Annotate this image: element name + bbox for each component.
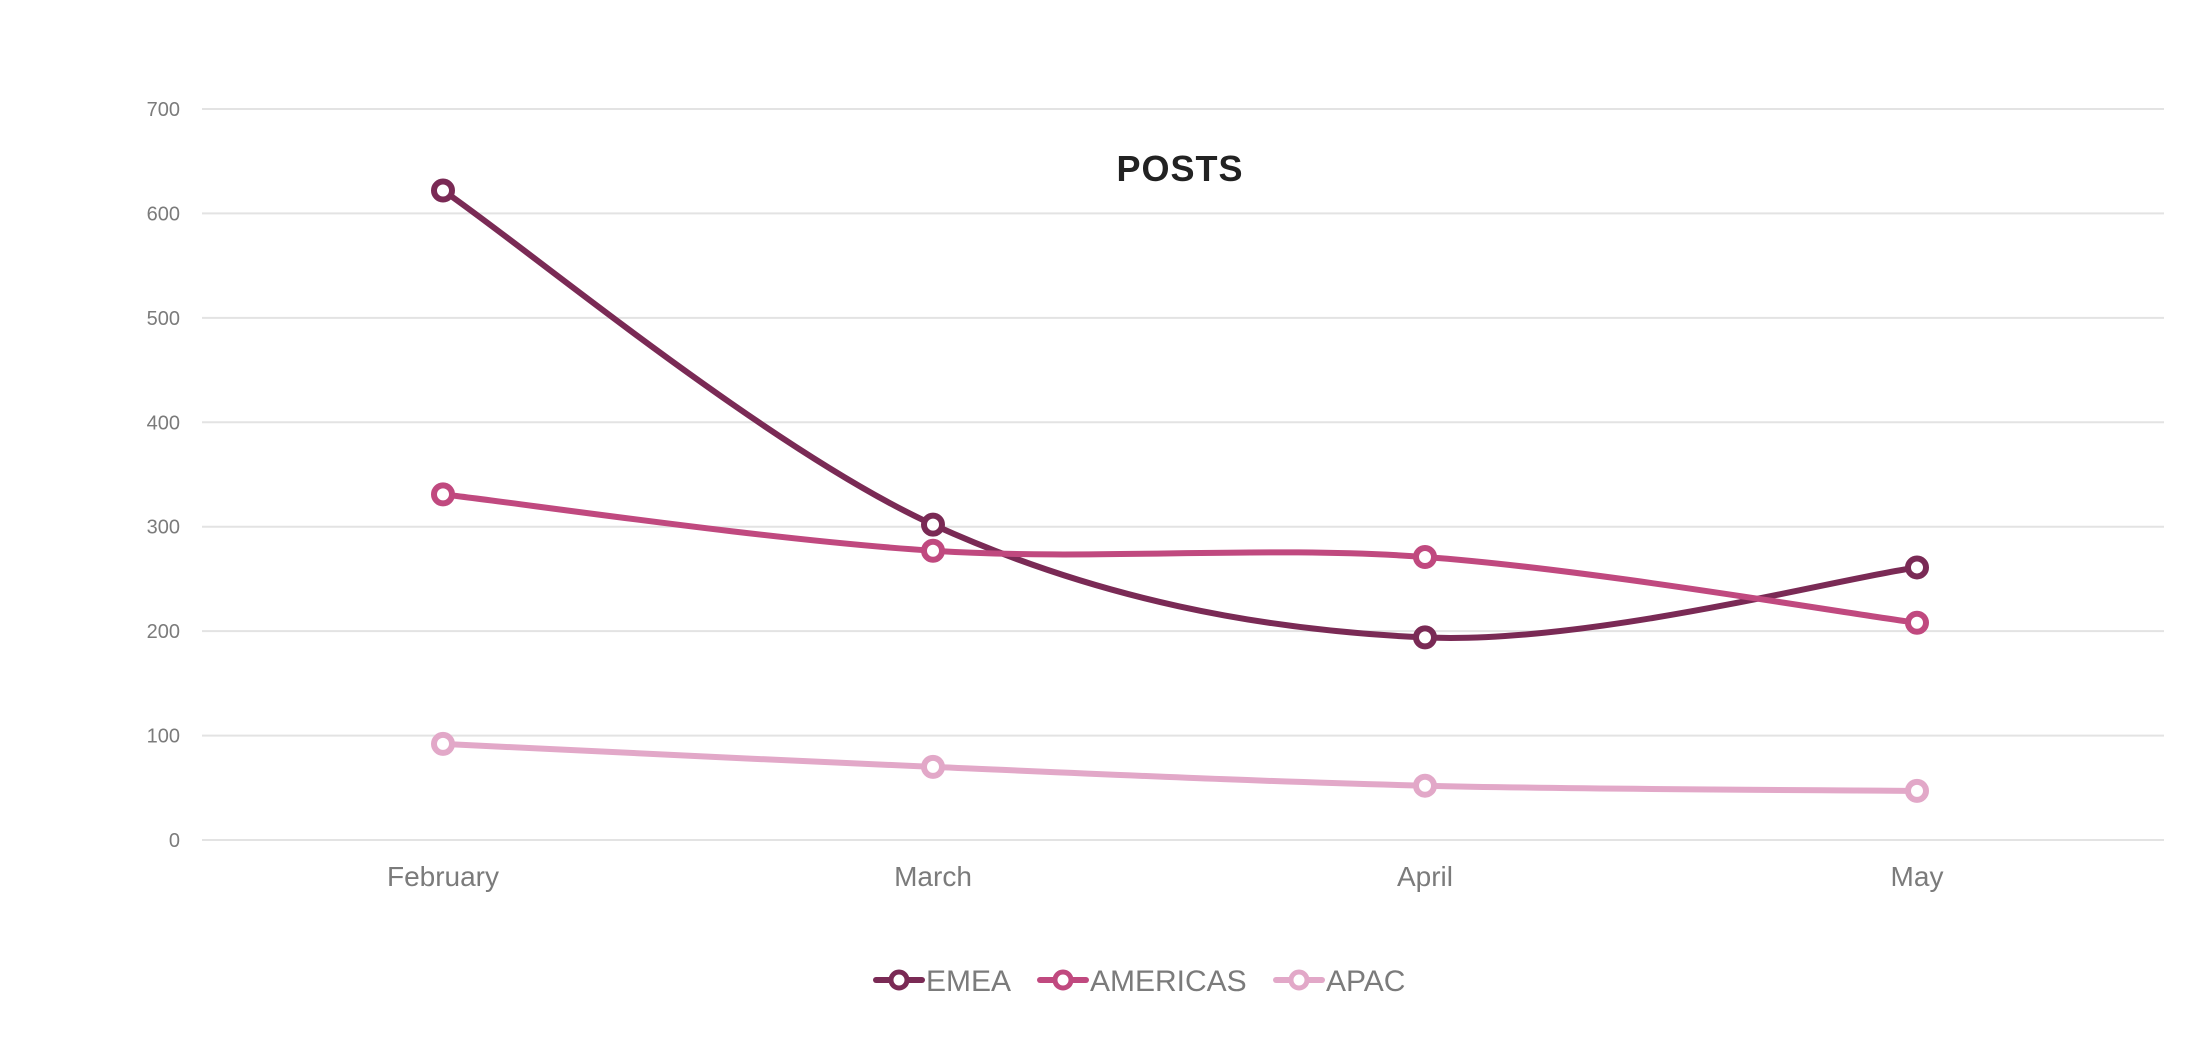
data-point-emea-may[interactable] xyxy=(1905,555,1929,580)
data-point-apac-march[interactable] xyxy=(921,754,945,779)
x-tick-label: February xyxy=(387,861,499,892)
legend-label: APAC xyxy=(1326,965,1405,998)
data-point-apac-february[interactable] xyxy=(431,731,455,756)
legend-swatch-marker xyxy=(888,969,910,991)
series-lines xyxy=(431,178,1929,803)
series-americas xyxy=(431,482,1929,635)
y-tick-label: 500 xyxy=(147,308,180,330)
series-line-americas xyxy=(440,491,1920,626)
chart-title: POSTS xyxy=(1116,148,1243,189)
y-axis: 0 100 200 300 400 500 600 700 xyxy=(147,99,180,852)
data-point-emea-march[interactable] xyxy=(921,512,945,537)
x-tick-label: April xyxy=(1397,861,1453,892)
gridlines xyxy=(202,108,2164,841)
y-tick-label: 0 xyxy=(169,830,180,852)
y-tick-label: 600 xyxy=(147,203,180,225)
series-line-emea xyxy=(440,187,1920,641)
legend: EMEA AMERICAS APAC xyxy=(873,965,1405,998)
legend-item-americas[interactable]: AMERICAS xyxy=(1037,965,1247,998)
series-line-apac xyxy=(440,740,1920,794)
data-point-americas-march[interactable] xyxy=(921,538,945,563)
y-tick-label: 300 xyxy=(147,517,180,539)
legend-swatch-marker xyxy=(1052,969,1074,991)
legend-label: AMERICAS xyxy=(1090,965,1247,998)
data-point-emea-april[interactable] xyxy=(1413,625,1437,650)
data-point-americas-may[interactable] xyxy=(1905,610,1929,635)
data-point-americas-april[interactable] xyxy=(1413,544,1437,569)
data-point-emea-february[interactable] xyxy=(431,178,455,203)
legend-item-emea[interactable]: EMEA xyxy=(873,965,1011,998)
series-emea xyxy=(431,178,1929,650)
series-apac xyxy=(431,731,1929,803)
y-tick-label: 700 xyxy=(147,99,180,121)
data-point-americas-february[interactable] xyxy=(431,482,455,507)
legend-swatch-marker xyxy=(1288,969,1310,991)
x-axis: February March April May xyxy=(387,861,1943,892)
legend-item-apac[interactable]: APAC xyxy=(1273,965,1405,998)
data-point-apac-april[interactable] xyxy=(1413,773,1437,798)
y-tick-label: 200 xyxy=(147,621,180,643)
legend-label: EMEA xyxy=(926,965,1011,998)
y-tick-label: 400 xyxy=(147,412,180,434)
y-tick-label: 100 xyxy=(147,726,180,748)
data-point-apac-may[interactable] xyxy=(1905,778,1929,803)
x-tick-label: March xyxy=(894,861,972,892)
x-tick-label: May xyxy=(1891,861,1944,892)
